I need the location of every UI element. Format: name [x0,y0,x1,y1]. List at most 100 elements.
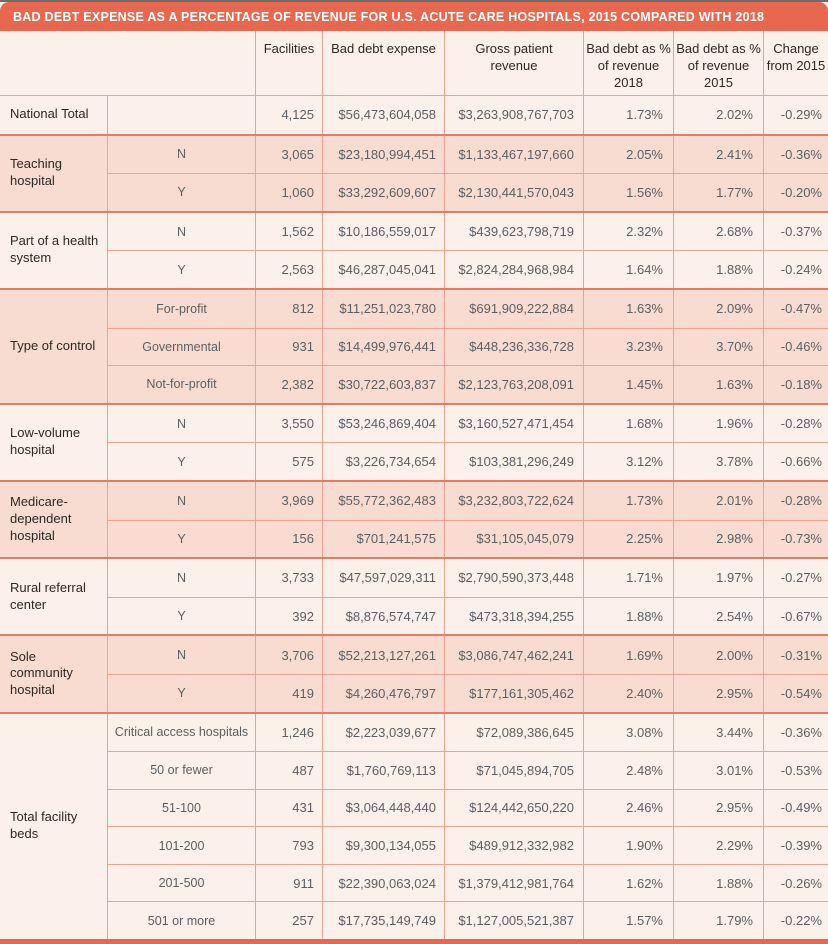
cell-bad-debt-expense: $52,213,127,261 [322,636,444,674]
table-row: Y 2,563 $46,287,045,041 $2,824,284,968,984 1… [108,250,828,288]
page-title: BAD DEBT EXPENSE AS A PERCENTAGE OF REVE… [13,9,765,24]
cell-pct-revenue-2015: 1.77% [673,174,763,211]
cell-subcategory: 201-500 [158,876,205,891]
cell-change-from-2015: -0.53% [763,752,828,789]
cell-bad-debt-expense: $3,064,448,440 [322,789,444,827]
cell-pct-revenue-2018: 1.68% [583,404,673,443]
cell-bad-debt-expense: $47,597,029,311 [322,559,444,597]
cell-facilities: 1,060 [255,174,322,211]
cell-change-from-2015: -0.49% [763,789,828,827]
cell-facilities: 931 [255,328,322,366]
table-row: Y 1,060 $33,292,609,607 $2,130,441,570,043 1… [108,173,828,211]
cell-subcategory: Y [177,454,186,469]
cell-gross-patient-revenue: $1,379,412,981,764 [444,864,583,902]
cell-change-from-2015: -0.22% [763,902,828,940]
cell-facilities: 3,733 [255,559,322,597]
row-group-label: Type of control [0,289,108,403]
cell-subcategory: Y [177,531,186,546]
table-row: Critical access hospitals 1,246 $2,223,039… [108,713,828,752]
cell-gross-patient-revenue: $1,127,005,521,387 [444,902,583,940]
cell-facilities: 3,550 [255,404,322,443]
cell-subcategory: Y [177,185,186,200]
table-row: N 3,706 $52,213,127,261 $3,086,747,462,241 1… [108,636,828,674]
cell-change-from-2015: -0.20% [763,174,828,211]
cell-bad-debt-expense: $2,223,039,677 [322,713,444,752]
table-row: 101-200 793 $9,300,134,055 $489,912,332,982… [108,826,828,864]
row-group: Part of a health system N 1,562 $10,186,559… [0,210,828,288]
cell-facilities: 156 [255,520,322,558]
cell-bad-debt-expense: $10,186,559,017 [322,212,444,251]
cell-pct-revenue-2015: 1.63% [673,366,763,403]
cell-change-from-2015: -0.39% [763,827,828,864]
cell-facilities: 392 [255,597,322,635]
cell-pct-revenue-2015: 2.00% [673,636,763,674]
row-group-rows: For-profit 812 $11,251,023,780 $691,909,222… [108,289,828,403]
cell-bad-debt-expense: $11,251,023,780 [322,289,444,328]
cell-facilities: 812 [255,289,322,328]
cell-facilities: 419 [255,674,322,712]
cell-gross-patient-revenue: $103,381,296,249 [444,443,583,480]
header-pct-revenue-2018: Bad debt as % of revenue 2018 [583,31,673,95]
cell-pct-revenue-2018: 1.71% [583,559,673,597]
cell-bad-debt-expense: $701,241,575 [322,520,444,558]
table-row: 50 or fewer 487 $1,760,769,113 $71,045,894,… [108,751,828,789]
cell-facilities: 911 [255,864,322,902]
cell-bad-debt-expense: $30,722,603,837 [322,366,444,403]
cell-pct-revenue-2018: 1.62% [583,864,673,902]
cell-pct-revenue-2018: 3.08% [583,713,673,752]
cell-bad-debt-expense: $17,735,149,749 [322,902,444,940]
cell-pct-revenue-2018: 1.63% [583,289,673,328]
cell-pct-revenue-2018: 3.23% [583,328,673,366]
cell-subcategory: Y [177,609,186,624]
cell-pct-revenue-2018: 1.73% [583,96,673,134]
table-body: National Total 4,125 $56,473,604,058 $3,263… [0,96,828,940]
cell-facilities: 575 [255,443,322,480]
cell-change-from-2015: -0.28% [763,481,828,520]
cell-subcategory: N [176,648,187,663]
top-edge-line [0,0,828,2]
row-group-label: Total facility beds [0,713,108,940]
cell-change-from-2015: -0.67% [763,597,828,635]
cell-subcategory: N [176,493,187,508]
cell-bad-debt-expense: $55,772,362,483 [322,481,444,520]
cell-gross-patient-revenue: $177,161,305,462 [444,674,583,712]
cell-change-from-2015: -0.73% [763,520,828,558]
table-row: 201-500 911 $22,390,063,024 $1,379,412,981,… [108,863,828,902]
header-pct-revenue-2015: Bad debt as % of revenue 2015 [673,31,763,95]
table-row: Not-for-profit 2,382 $30,722,603,837 $2,123… [108,365,828,403]
table-row: N 3,969 $55,772,362,483 $3,232,803,722,624 1… [108,481,828,520]
header-blank [0,31,255,95]
cell-pct-revenue-2018: 2.05% [583,135,673,174]
cell-change-from-2015: -0.29% [763,96,828,134]
bottom-accent-bar [0,939,828,944]
cell-change-from-2015: -0.47% [763,289,828,328]
row-group-rows: N 3,969 $55,772,362,483 $3,232,803,722,624 1… [108,481,828,558]
cell-bad-debt-expense: $33,292,609,607 [322,174,444,211]
cell-pct-revenue-2015: 1.96% [673,404,763,443]
table-row: For-profit 812 $11,251,023,780 $691,909,222… [108,289,828,328]
cell-pct-revenue-2015: 2.95% [673,789,763,827]
cell-facilities: 487 [255,752,322,789]
cell-gross-patient-revenue: $3,232,803,722,624 [444,481,583,520]
cell-change-from-2015: -0.24% [763,251,828,288]
row-group-label: Sole community hospital [0,636,108,712]
cell-pct-revenue-2018: 1.57% [583,902,673,940]
cell-gross-patient-revenue: $489,912,332,982 [444,827,583,864]
cell-gross-patient-revenue: $3,160,527,471,454 [444,404,583,443]
cell-facilities: 4,125 [255,96,322,134]
cell-gross-patient-revenue: $2,824,284,968,984 [444,251,583,288]
cell-bad-debt-expense: $56,473,604,058 [322,96,444,134]
cell-bad-debt-expense: $46,287,045,041 [322,251,444,288]
row-group-label: National Total [0,96,108,134]
row-group: Sole community hospital N 3,706 $52,213,127… [0,634,828,712]
cell-pct-revenue-2015: 1.88% [673,251,763,288]
row-group: Medicare-dependent hospital N 3,969 $55,772… [0,479,828,558]
cell-pct-revenue-2018: 1.88% [583,597,673,635]
cell-subcategory: N [176,224,187,239]
cell-gross-patient-revenue: $2,130,441,570,043 [444,174,583,211]
cell-change-from-2015: -0.37% [763,212,828,251]
cell-pct-revenue-2018: 2.40% [583,674,673,712]
table-row: N 3,065 $23,180,994,451 $1,133,467,197,660 2… [108,135,828,174]
cell-change-from-2015: -0.36% [763,135,828,174]
